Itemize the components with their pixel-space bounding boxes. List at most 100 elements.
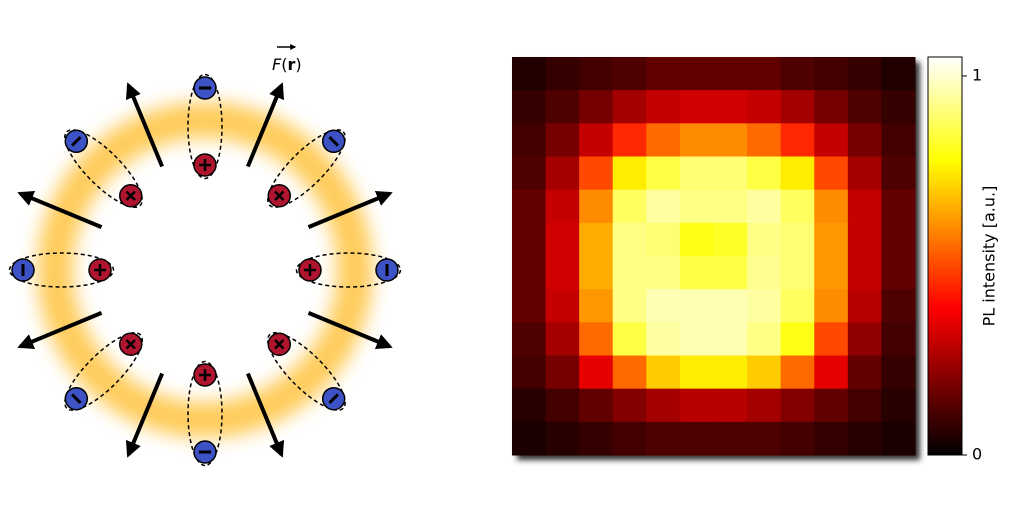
heatmap-cell [545, 189, 580, 224]
force-arrow [307, 190, 393, 229]
dipole-outline [64, 332, 143, 411]
heatmap-cell [579, 123, 614, 157]
heatmap-cell [545, 355, 580, 390]
heatmap-cell [814, 289, 849, 323]
plus-sign [125, 190, 136, 201]
heatmap-cell [545, 256, 580, 290]
heatmap-cell [612, 355, 647, 390]
heatmap-cell [579, 256, 614, 290]
plus-sign [94, 264, 106, 276]
heatmap-cell [747, 322, 782, 356]
paren: ( [281, 55, 287, 74]
heatmap-cell [814, 322, 849, 356]
heatmap-cell [646, 222, 681, 257]
heatmap-cell [545, 322, 580, 356]
heatmap-cell [612, 322, 647, 356]
dipole-outline [64, 129, 143, 208]
heatmap-cell [512, 289, 547, 323]
plus-sign [274, 190, 285, 201]
heatmap-cell [679, 57, 714, 91]
heatmap-cell [814, 256, 849, 290]
heatmap-cell [713, 322, 748, 356]
minus-sign [71, 136, 82, 147]
heatmap-cell [545, 222, 580, 257]
heatmap-cell [512, 57, 547, 91]
colorbar-label: PL intensity [a.u.] [980, 186, 999, 327]
heatmap-cell [679, 421, 714, 456]
heatmap-cell [713, 222, 748, 257]
heatmap-cell [579, 388, 614, 423]
dipole-outline [295, 252, 402, 288]
heatmap-cell [646, 123, 681, 157]
minus-sign [328, 393, 339, 404]
heatmap-cell [713, 256, 748, 290]
heatmap-cell [847, 256, 882, 290]
heatmap-cell [881, 57, 916, 91]
plus-sign [125, 339, 136, 350]
heatmap-cell [512, 90, 547, 124]
heatmap-cell [612, 189, 647, 224]
dipole-outline [267, 332, 346, 411]
heatmap-cell [881, 289, 916, 323]
heatmap-cell [780, 388, 815, 423]
heatmap-cell [612, 256, 647, 290]
heatmap-cell [780, 355, 815, 390]
heatmap-cell [713, 123, 748, 157]
heatmap-cell [579, 289, 614, 323]
heatmap-cell [713, 421, 748, 456]
heatmap-cell [713, 156, 748, 191]
plus-sign [304, 264, 316, 276]
heatmap-cell [881, 256, 916, 290]
heatmap-cell [713, 388, 748, 423]
plus-sign [199, 159, 211, 171]
heatmap-cell [747, 222, 782, 257]
heatmap-cell [780, 123, 815, 157]
heatmap-cell [512, 388, 547, 423]
force-symbol: F [272, 55, 282, 74]
heatmap-cell [612, 90, 647, 124]
heatmap-cell [881, 90, 916, 124]
heatmap-cell [646, 322, 681, 356]
force-arrow [246, 82, 285, 168]
plus-sign [274, 339, 285, 350]
heatmap-cell [545, 289, 580, 323]
heatmap-cell [612, 289, 647, 323]
heatmap-cell [545, 90, 580, 124]
heatmap-cell [512, 256, 547, 290]
heatmap-cell [881, 421, 916, 456]
colorbar [927, 56, 963, 456]
heatmap-cell [780, 222, 815, 257]
heatmap-cell [814, 222, 849, 257]
heatmap-cell [814, 90, 849, 124]
heatmap-cell [545, 57, 580, 91]
heatmap-cell [679, 123, 714, 157]
heatmap-cell [747, 421, 782, 456]
heatmap-cell [646, 421, 681, 456]
plus-sign [199, 369, 211, 381]
heatmap-cell [646, 388, 681, 423]
heatmap-cell [713, 57, 748, 91]
heatmap-cell [512, 222, 547, 257]
heatmap-cell [780, 421, 815, 456]
force-argument: r [287, 55, 295, 74]
heatmap-cell [646, 289, 681, 323]
heatmap-cell [713, 355, 748, 390]
heatmap-cell [579, 189, 614, 224]
heatmap-cell [512, 421, 547, 456]
heatmap-cell [679, 90, 714, 124]
heatmap-cell [713, 90, 748, 124]
dipole-outline [267, 129, 346, 208]
heatmap-cell [747, 90, 782, 124]
heatmap-cell [881, 388, 916, 423]
force-arrow [246, 372, 285, 458]
heatmap-cell [612, 222, 647, 257]
force-arrow [125, 372, 164, 458]
force-arrow [307, 311, 393, 350]
heatmap-cell [512, 355, 547, 390]
heatmap-cell [847, 156, 882, 191]
heatmap-cell [679, 355, 714, 390]
heatmap-cell [881, 189, 916, 224]
heatmap-cell [545, 156, 580, 191]
force-arrow [17, 311, 103, 350]
